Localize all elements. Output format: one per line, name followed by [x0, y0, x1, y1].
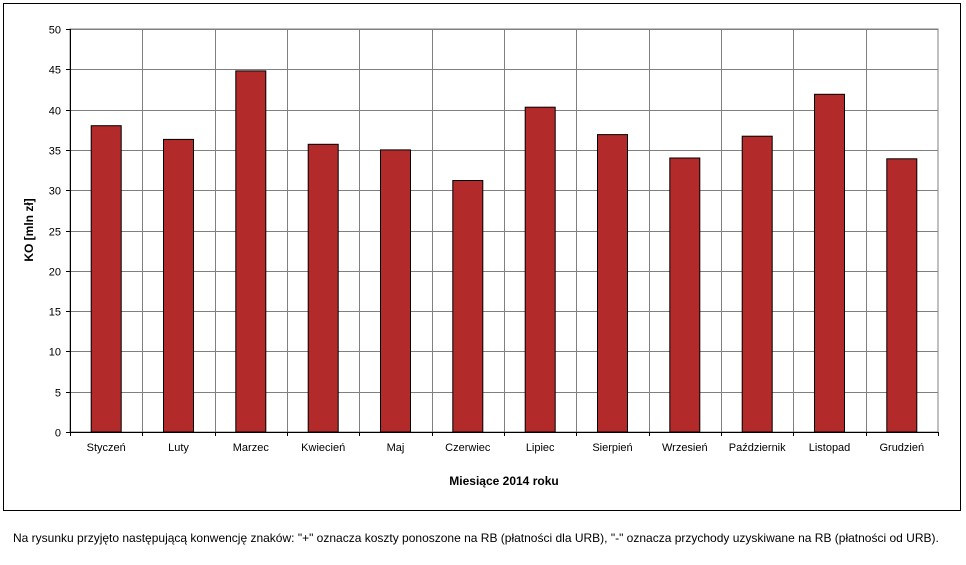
axes [66, 29, 939, 436]
bar-4 [307, 143, 339, 433]
y-tick-label: 20 [49, 267, 61, 279]
x-tick-labels: Styczeń Luty Marzec Kwiecień Maj Czerwiec Lipi… [87, 442, 924, 454]
footnote-text: Na rysunku przyjęto następującą konwencj… [13, 531, 939, 545]
grid-lines [69, 28, 939, 433]
x-axis-title: Miesiące 2014 roku [449, 474, 558, 488]
x-tick-label: Luty [168, 442, 189, 454]
y-tick-label: 50 [49, 25, 61, 37]
y-tick-labels: 0 5 10 15 20 25 30 35 40 45 50 [49, 25, 61, 440]
bar-8 [597, 134, 628, 433]
bar-9 [669, 157, 701, 433]
x-tick-label: Listopad [809, 442, 851, 454]
y-tick-label: 40 [49, 106, 61, 118]
bar-5 [380, 149, 411, 433]
bars [90, 70, 918, 433]
bar-1 [90, 125, 122, 433]
y-tick-label: 25 [49, 227, 61, 239]
x-tick-label: Sierpień [592, 442, 632, 454]
bar-11 [814, 93, 845, 433]
y-tick-label: 0 [55, 428, 61, 440]
x-tick-label: Październik [729, 442, 786, 454]
bar-10 [741, 135, 773, 433]
x-tick-label: Marzec [233, 442, 270, 454]
y-tick-label: 30 [49, 186, 61, 198]
y-tick-label: 45 [49, 65, 61, 77]
y-tick-label: 10 [49, 347, 61, 359]
x-tick-label: Czerwiec [445, 442, 491, 454]
bar-12 [886, 158, 918, 433]
y-tick-label: 5 [55, 388, 61, 400]
bar-2 [163, 138, 194, 433]
x-tick-label: Kwiecień [301, 442, 345, 454]
y-axis-title: KO [mln zł] [22, 198, 36, 261]
bar-6 [452, 180, 484, 433]
x-tick-label: Lipiec [526, 442, 555, 454]
x-tick-label: Wrzesień [662, 442, 708, 454]
x-tick-label: Styczeń [87, 442, 126, 454]
y-tick-label: 15 [49, 307, 61, 319]
x-tick-label: Maj [387, 442, 405, 454]
x-tick-label: Grudzień [879, 442, 924, 454]
bar-chart: 0 5 10 15 20 25 30 35 40 45 50 Styczeń Luty Marzec Kw… [22, 25, 939, 488]
bar-3 [235, 70, 267, 433]
bar-7 [524, 106, 556, 433]
y-tick-label: 35 [49, 146, 61, 158]
